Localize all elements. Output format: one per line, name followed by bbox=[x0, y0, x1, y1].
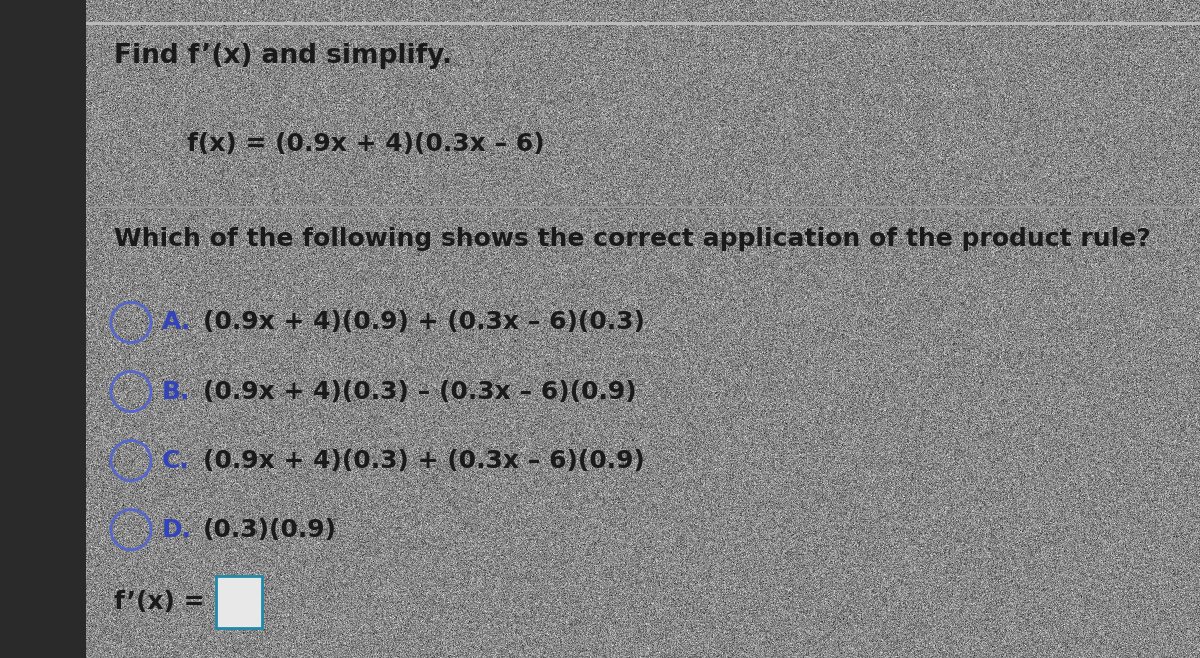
FancyBboxPatch shape bbox=[216, 576, 263, 628]
Text: C.: C. bbox=[162, 449, 190, 472]
Text: f(x) = (0.9x + 4)(0.3x – 6): f(x) = (0.9x + 4)(0.3x – 6) bbox=[187, 132, 545, 155]
Text: f’(x) =: f’(x) = bbox=[114, 590, 205, 614]
Text: D.: D. bbox=[162, 518, 192, 542]
Text: (0.9x + 4)(0.9) + (0.3x – 6)(0.3): (0.9x + 4)(0.9) + (0.3x – 6)(0.3) bbox=[203, 311, 646, 334]
Text: Which of the following shows the correct application of the product rule?: Which of the following shows the correct… bbox=[114, 227, 1151, 251]
Text: (0.9x + 4)(0.3) – (0.3x – 6)(0.9): (0.9x + 4)(0.3) – (0.3x – 6)(0.9) bbox=[203, 380, 637, 403]
Text: A.: A. bbox=[162, 311, 191, 334]
Bar bbox=[0, 0, 86, 658]
Text: (0.9x + 4)(0.3) + (0.3x – 6)(0.9): (0.9x + 4)(0.3) + (0.3x – 6)(0.9) bbox=[203, 449, 646, 472]
Text: Find f’(x) and simplify.: Find f’(x) and simplify. bbox=[114, 43, 452, 69]
Text: B.: B. bbox=[162, 380, 191, 403]
Text: (0.3)(0.9): (0.3)(0.9) bbox=[203, 518, 337, 542]
Bar bbox=[86, 22, 1200, 25]
